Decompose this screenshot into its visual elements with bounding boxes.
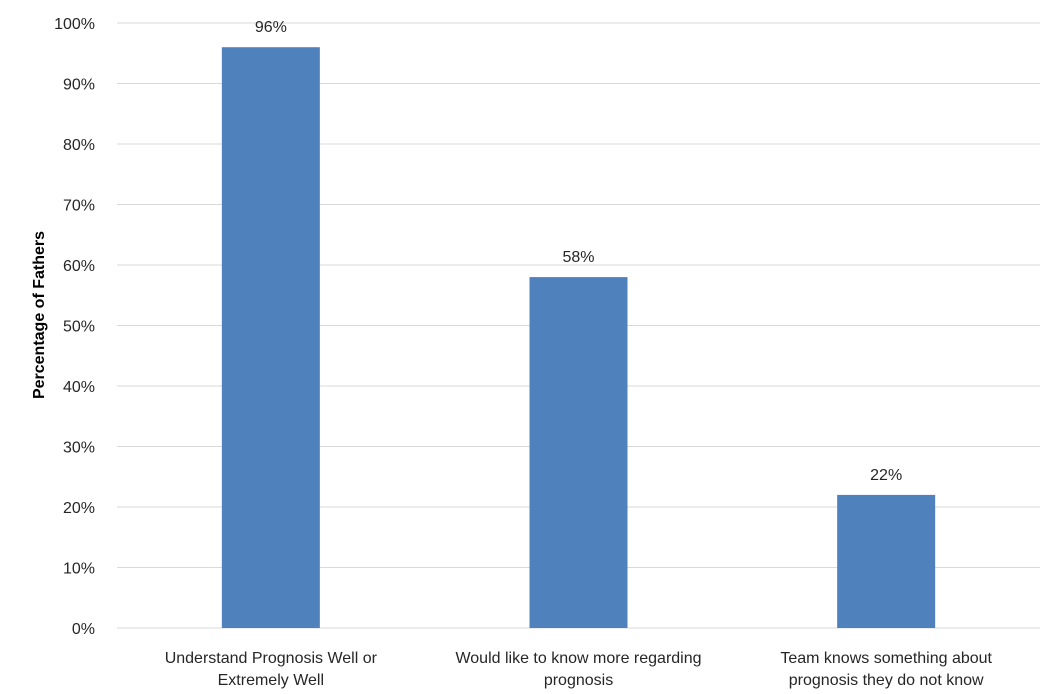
data-label: 58% [562, 249, 594, 266]
y-tick-label: 90% [63, 77, 95, 94]
x-tick-label-line: Team knows something about [780, 650, 992, 667]
x-tick-label: Team knows something about prognosis they… [780, 650, 992, 689]
y-tick-label: 10% [63, 561, 95, 578]
x-tick-label-line: prognosis they do not know [789, 672, 984, 689]
y-axis-title: Percentage of Fathers [31, 231, 48, 399]
x-tick-label-line: Would like to know more regarding [455, 650, 701, 667]
x-tick-label-line: prognosis [544, 672, 613, 689]
data-label: 96% [255, 19, 287, 36]
y-tick-label: 40% [63, 379, 95, 396]
data-labels: 96% 58% 22% [255, 19, 902, 484]
y-tick-label: 20% [63, 500, 95, 517]
bar [221, 47, 320, 628]
y-tick-label: 100% [54, 16, 95, 33]
bar [837, 494, 936, 628]
bars [221, 47, 936, 628]
bar [529, 277, 628, 628]
x-tick-label: Would like to know more regarding prognos… [455, 650, 701, 689]
y-tick-label: 0% [72, 621, 95, 638]
y-tick-label: 60% [63, 258, 95, 275]
y-tick-label: 30% [63, 440, 95, 457]
x-tick-label: Understand Prognosis Well or Extremely We… [165, 650, 378, 689]
x-axis-ticks: Understand Prognosis Well or Extremely We… [165, 650, 993, 689]
x-tick-label-line: Understand Prognosis Well or [165, 650, 378, 667]
x-tick-label-line: Extremely Well [218, 672, 324, 689]
y-tick-label: 50% [63, 319, 95, 336]
y-axis-ticks: 0% 10% 20% 30% 40% 50% 60% 70% 80% 90% 100% [54, 16, 95, 638]
y-tick-label: 80% [63, 137, 95, 154]
data-label: 22% [870, 467, 902, 484]
y-tick-label: 70% [63, 198, 95, 215]
